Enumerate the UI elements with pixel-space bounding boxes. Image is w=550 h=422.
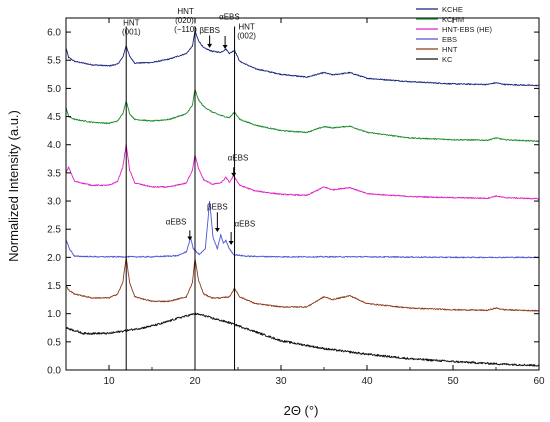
legend-label-ebs: EBS — [442, 35, 457, 44]
peak-arrowhead-5 — [214, 228, 220, 233]
peak-label-3: βEBS — [199, 26, 220, 35]
y-axis-title: Normalized Intensity (a.u.) — [6, 110, 21, 262]
x-tick-label-60: 60 — [533, 376, 545, 387]
x-tick-label-50: 50 — [447, 376, 459, 387]
series-line-kchm — [65, 89, 540, 143]
y-tick-label-6.0: 6.0 — [47, 28, 61, 39]
peak-label-1: HNT (001) — [122, 18, 141, 36]
y-tick-label-4.5: 4.5 — [47, 112, 61, 123]
legend-label-kc: KC — [442, 55, 453, 64]
plot-frame — [65, 17, 540, 371]
y-tick-label-2.0: 2.0 — [47, 253, 61, 264]
y-tick-label-4.0: 4.0 — [47, 140, 61, 151]
reference-lines — [125, 26, 236, 370]
x-tick-label-40: 40 — [361, 376, 373, 387]
series-line-kc — [65, 312, 540, 367]
y-tick-label-2.5: 2.5 — [47, 225, 61, 236]
y-tick-label-1.5: 1.5 — [47, 281, 61, 292]
peak-label-8: βEBS — [207, 202, 228, 211]
series-line-kche — [65, 29, 540, 87]
y-tick-label-0.5: 0.5 — [47, 337, 61, 348]
peak-arrowhead-1 — [207, 43, 213, 48]
y-tick-label-1.0: 1.0 — [47, 309, 61, 320]
x-tick-label-30: 30 — [275, 376, 287, 387]
y-tick-label-5.5: 5.5 — [47, 56, 61, 67]
peak-label-2: HNT (020), (−110) — [174, 7, 197, 34]
peak-label-9: αEBS — [235, 219, 256, 228]
series-line-ebs — [65, 200, 540, 259]
peak-arrowhead-6 — [228, 240, 234, 245]
series-line-hnt-ebs-he — [65, 143, 540, 200]
series-layer — [65, 29, 540, 367]
peak-arrowhead-4 — [187, 236, 193, 241]
legend-label-hnt-ebs-he: HNT-EBS (HE) — [442, 25, 493, 34]
peak-label-6: αEBS — [228, 153, 249, 162]
x-tick-label-10: 10 — [103, 376, 115, 387]
peak-arrowhead-3 — [231, 172, 237, 177]
x-axis-title: 2Θ (°) — [284, 403, 319, 418]
legend-label-kchm: KCHM — [442, 15, 464, 24]
peak-label-4: αEBS — [219, 13, 240, 22]
legend-label-hnt: HNT — [442, 45, 458, 54]
y-tick-label-3.0: 3.0 — [47, 197, 61, 208]
x-tick-label-20: 20 — [189, 376, 201, 387]
legend-label-kche: KCHE — [442, 5, 463, 14]
series-line-hnt — [65, 257, 540, 312]
y-tick-label-0.0: 0.0 — [47, 366, 61, 377]
y-tick-label-5.0: 5.0 — [47, 84, 61, 95]
axes: 10 20 30 40 50 60 0.0 0.5 1.0 1.5 2.0 2.5 3.0 3.5 4.0 4… — [47, 17, 545, 387]
peak-arrowhead-2 — [222, 44, 228, 49]
peak-label-5: HNT (002) — [237, 22, 256, 40]
y-tick-label-3.5: 3.5 — [47, 168, 61, 179]
peak-label-7: αEBS — [166, 218, 187, 227]
